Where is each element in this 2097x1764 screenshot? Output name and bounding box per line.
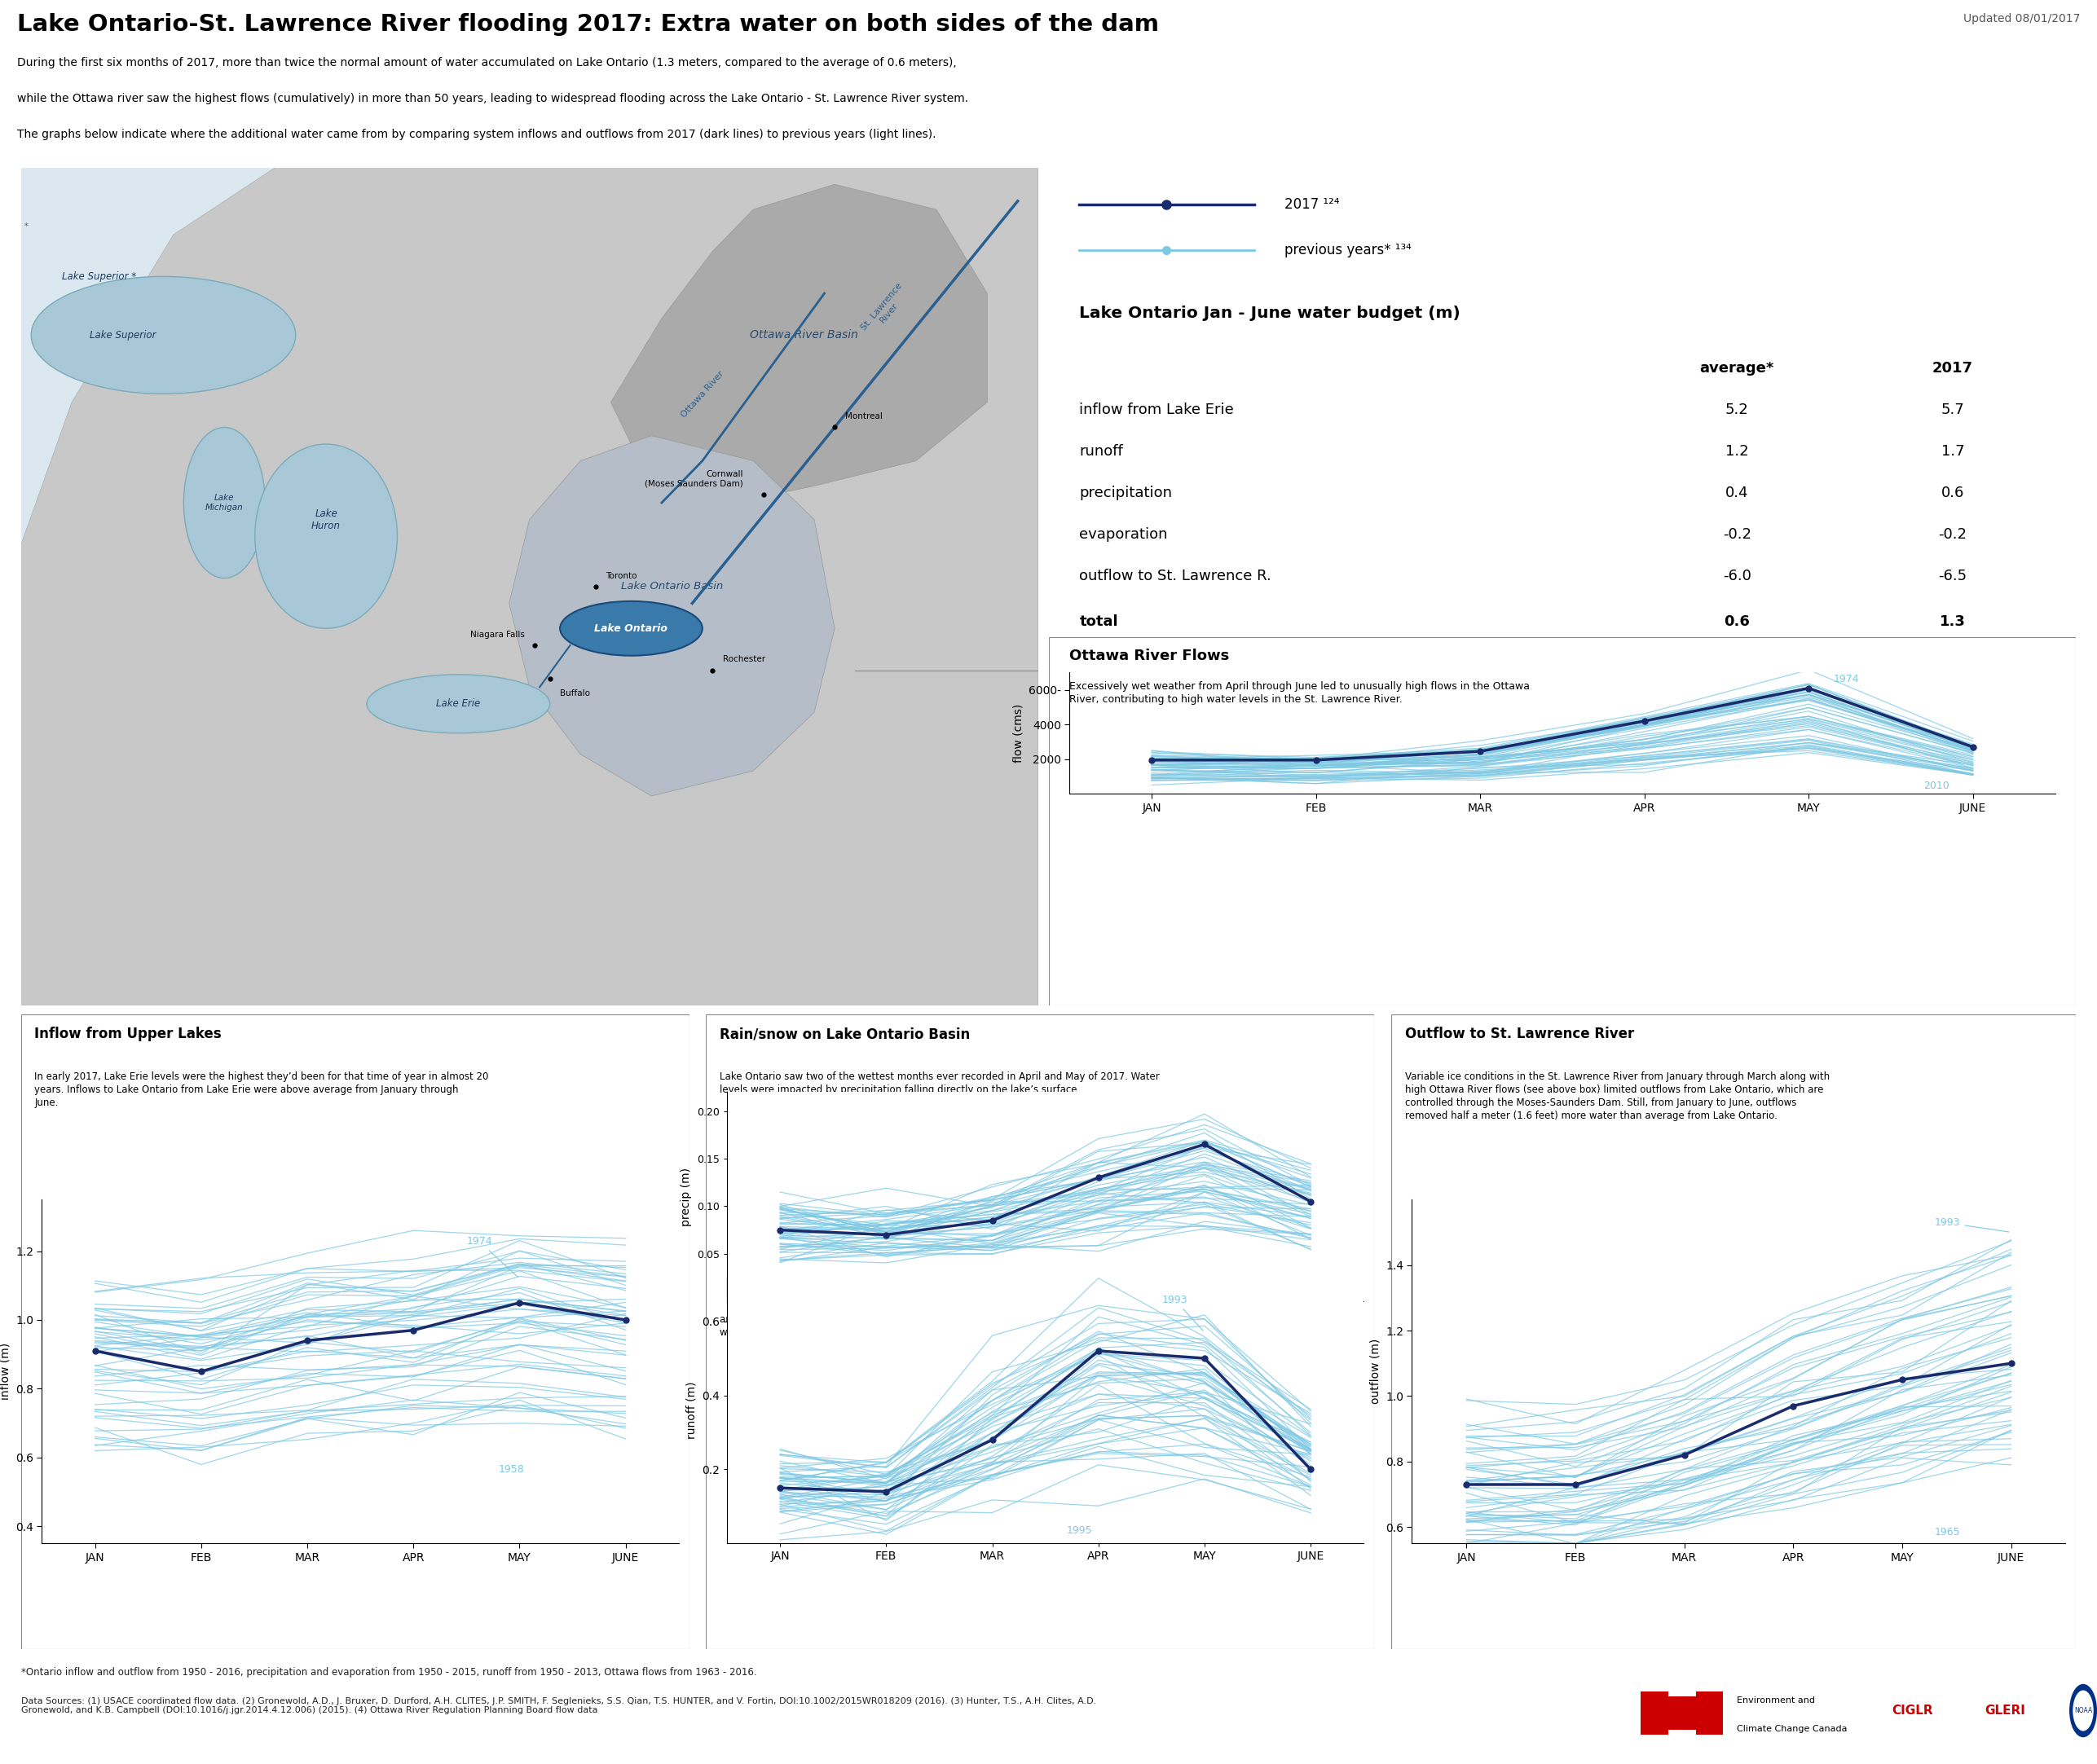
Text: 2017: 2017 [1931,362,1973,376]
Y-axis label: flow (cms): flow (cms) [1013,704,1023,762]
Text: Lake
Huron: Lake Huron [312,508,340,531]
Bar [1665,1697,1696,1730]
Text: Buffalo: Buffalo [560,690,589,697]
Y-axis label: runoff (m): runoff (m) [686,1381,696,1439]
Text: 1974: 1974 [466,1237,518,1277]
Text: 0.6: 0.6 [1942,485,1965,501]
Text: Lake Superior *: Lake Superior * [61,272,136,282]
Text: St. Lawrence
River: St. Lawrence River [860,282,910,339]
Text: *: * [21,222,29,231]
Text: previous years* ¹³⁴: previous years* ¹³⁴ [1285,243,1411,258]
Text: 0.4: 0.4 [1726,485,1749,501]
Text: CIGLR: CIGLR [1891,1704,1933,1716]
Text: Lake Ontario Jan - June water budget (m): Lake Ontario Jan - June water budget (m) [1080,305,1460,321]
Polygon shape [510,436,835,796]
Text: 1.2: 1.2 [1726,445,1749,459]
Text: runoff: runoff [1080,445,1124,459]
Y-axis label: precip (m): precip (m) [682,1168,692,1226]
Text: Rochester: Rochester [723,656,765,663]
Text: Lake Ontario saw two of the wettest months ever recorded in April and May of 201: Lake Ontario saw two of the wettest mont… [719,1071,1160,1095]
Text: total: total [1080,614,1118,630]
Text: Montreal: Montreal [845,413,883,420]
Text: evaporation: evaporation [1080,527,1168,542]
Text: Lake Ontario-St. Lawrence River flooding 2017: Extra water on both sides of the : Lake Ontario-St. Lawrence River flooding… [17,14,1160,35]
Ellipse shape [560,602,702,656]
Text: *Ontario inflow and outflow from 1950 - 2016, precipitation and evaporation from: *Ontario inflow and outflow from 1950 - … [21,1667,757,1678]
Y-axis label: outflow (m): outflow (m) [1369,1339,1382,1404]
Text: average*: average* [1701,362,1774,376]
Text: 1.7: 1.7 [1942,445,1965,459]
Ellipse shape [185,427,264,579]
Text: Ottawa River: Ottawa River [679,369,726,420]
Text: NOAA: NOAA [2074,1708,2093,1715]
Text: Ottawa River Flows: Ottawa River Flows [1069,649,1229,663]
Text: 1993: 1993 [1162,1295,1204,1330]
Text: -6.0: -6.0 [1724,568,1751,584]
Text: 2010: 2010 [1923,781,1950,792]
Text: Rain/snow on Lake Ontario Basin: Rain/snow on Lake Ontario Basin [719,1027,969,1043]
Text: In early 2017, Lake Erie levels were the highest they’d been for that time of ye: In early 2017, Lake Erie levels were the… [34,1071,489,1108]
Text: 0.6: 0.6 [1724,614,1749,630]
Text: Toronto: Toronto [606,572,637,580]
Text: while the Ottawa river saw the highest flows (cumulatively) in more than 50 year: while the Ottawa river saw the highest f… [17,93,969,104]
Polygon shape [610,185,988,503]
Text: 1974: 1974 [1833,674,1860,684]
Text: Lake
Michigan: Lake Michigan [206,494,243,512]
Y-axis label: inflow (m): inflow (m) [0,1342,10,1401]
Text: 1995: 1995 [1067,1526,1093,1536]
Text: Inflow from Upper Lakes: Inflow from Upper Lakes [34,1027,222,1043]
Bar [1696,1692,1724,1736]
Ellipse shape [256,445,396,628]
Text: Data Sources: (1) USACE coordinated flow data. (2) Gronewold, A.D., J. Bruxer, D: Data Sources: (1) USACE coordinated flow… [21,1697,1097,1715]
Text: 1993: 1993 [1936,1217,2009,1231]
Ellipse shape [367,674,549,734]
Text: Lake Erie: Lake Erie [436,699,480,709]
Text: precipitation: precipitation [1080,485,1172,501]
Text: Lake Superior: Lake Superior [90,330,155,340]
Text: GLERI: GLERI [1984,1704,2026,1716]
Text: and by runoff (snow and rain that falls on the land and collects in rivers and s: and by runoff (snow and rain that falls … [719,1314,1132,1337]
Text: Climate Change Canada: Climate Change Canada [1736,1725,1847,1734]
Text: inflow from Lake Erie: inflow from Lake Erie [1080,402,1233,418]
Text: Lake Ontario: Lake Ontario [596,623,667,633]
Text: Ottawa River Basin: Ottawa River Basin [751,330,858,340]
Text: 2017 ¹²⁴: 2017 ¹²⁴ [1285,198,1340,212]
Text: Niagara Falls: Niagara Falls [470,630,524,639]
Text: Updated 08/01/2017: Updated 08/01/2017 [1963,14,2080,25]
Text: 5.2: 5.2 [1726,402,1749,418]
Text: Excessively wet weather from April through June led to unusually high flows in t: Excessively wet weather from April throu… [1069,681,1529,706]
Text: 1965: 1965 [1936,1528,1961,1538]
Polygon shape [21,168,1038,1005]
Bar [1640,1692,1667,1736]
Text: Environment and: Environment and [1736,1697,1816,1704]
Ellipse shape [2070,1685,2097,1738]
Text: -6.5: -6.5 [1938,568,1967,584]
Text: Cornwall
(Moses Saunders Dam): Cornwall (Moses Saunders Dam) [644,469,742,487]
Text: -0.2: -0.2 [1722,527,1751,542]
Text: The graphs below indicate where the additional water came from by comparing syst: The graphs below indicate where the addi… [17,129,935,139]
Text: Lake Ontario Basin: Lake Ontario Basin [621,580,723,593]
Text: -0.2: -0.2 [1938,527,1967,542]
Text: Variable ice conditions in the St. Lawrence River from January through March alo: Variable ice conditions in the St. Lawre… [1405,1071,1829,1122]
Text: During the first six months of 2017, more than twice the normal amount of water : During the first six months of 2017, mor… [17,56,956,69]
Text: 1.3: 1.3 [1940,614,1965,630]
Ellipse shape [2072,1690,2093,1730]
Text: outflow to St. Lawrence R.: outflow to St. Lawrence R. [1080,568,1271,584]
Ellipse shape [31,277,296,393]
Text: 1958: 1958 [499,1464,524,1475]
Text: Outflow to St. Lawrence River: Outflow to St. Lawrence River [1405,1027,1634,1043]
Text: 5.7: 5.7 [1942,402,1965,418]
